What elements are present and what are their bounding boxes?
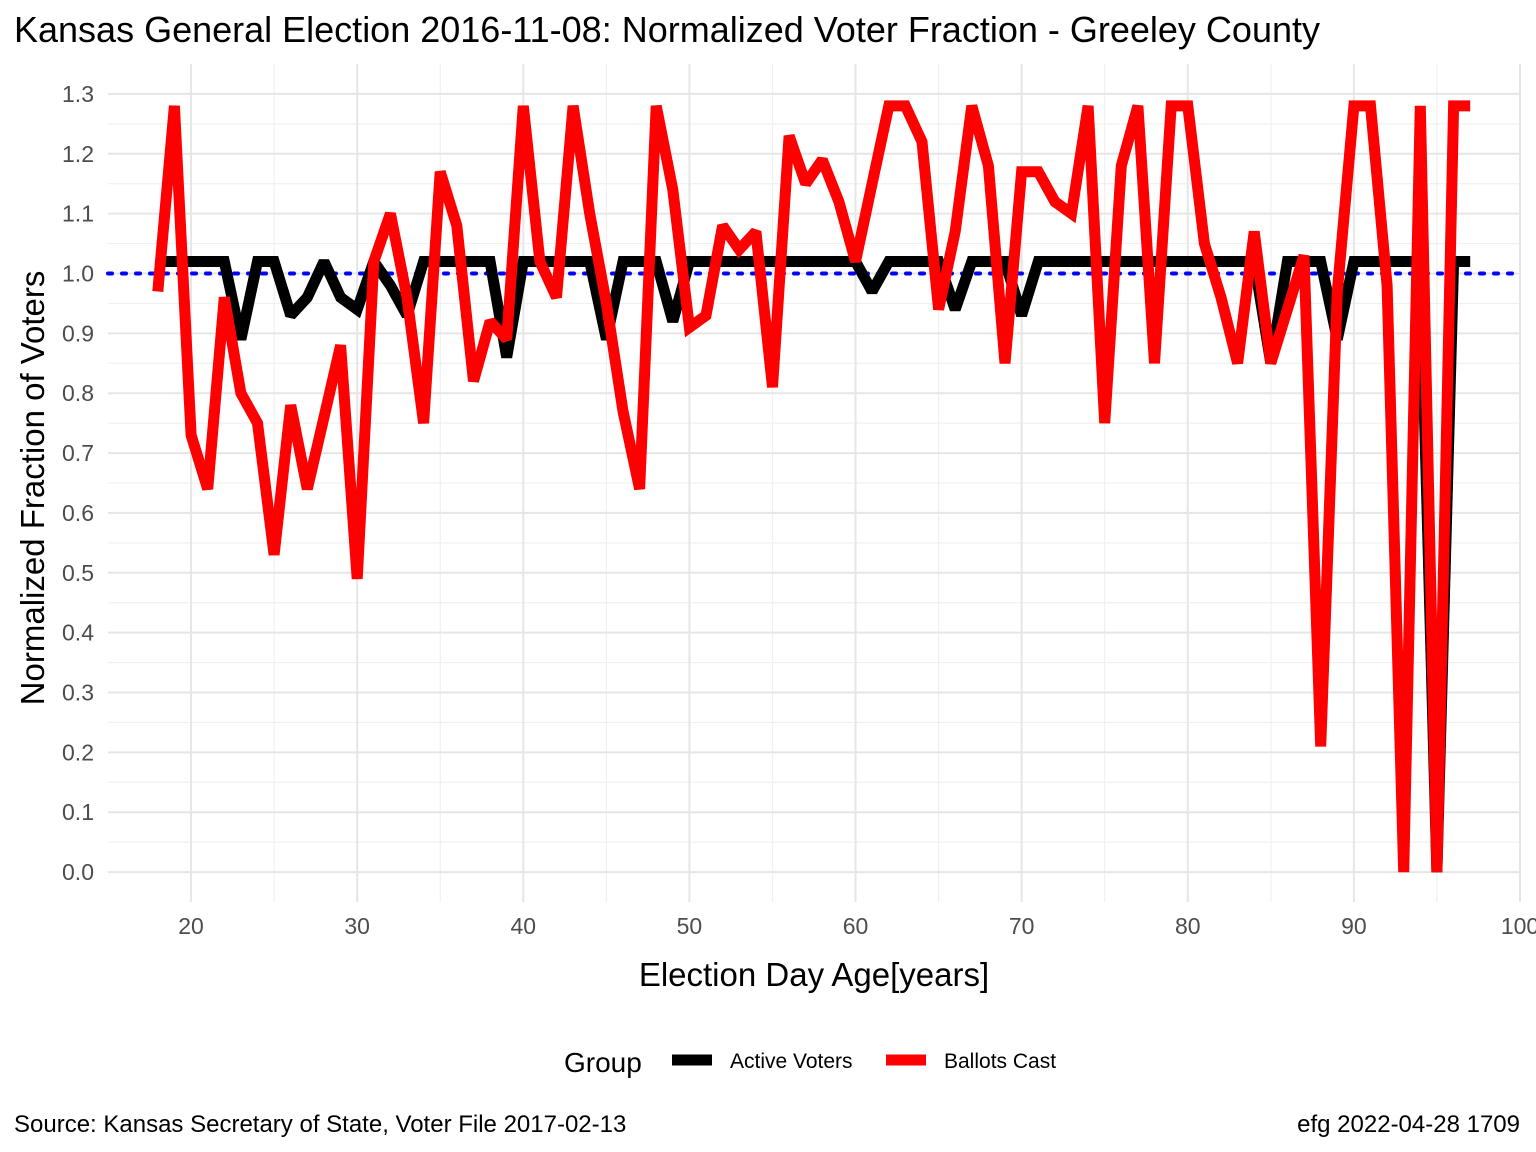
y-tick-label: 0.5 — [62, 560, 94, 586]
legend-items: Active Voters Ballots Cast — [672, 1050, 1056, 1073]
x-tick-label: 20 — [178, 913, 204, 939]
x-tick-label: 40 — [510, 913, 536, 939]
y-tick-label: 0.4 — [62, 620, 94, 646]
x-tick-label: 60 — [843, 913, 869, 939]
grid-major — [108, 64, 1521, 902]
x-tick-label: 30 — [344, 913, 370, 939]
legend-title: Group — [564, 1047, 642, 1078]
y-tick-label: 1.2 — [62, 141, 94, 167]
y-axis-ticks: 0.0 0.1 0.2 0.3 0.4 0.5 0.6 0.7 0.8 0.9 1.0 1.1 1.2 1… — [62, 81, 94, 885]
y-tick-label: 0.1 — [62, 799, 94, 825]
legend-label: Active Voters — [730, 1050, 853, 1073]
x-tick-label: 70 — [1009, 913, 1035, 939]
x-tick-label: 100 — [1501, 913, 1536, 939]
y-tick-label: 1.3 — [62, 81, 94, 107]
x-tick-label: 80 — [1175, 913, 1201, 939]
y-tick-label: 0.6 — [62, 500, 94, 526]
source-note: Source: Kansas Secretary of State, Voter… — [14, 1111, 626, 1138]
y-tick-label: 1.1 — [62, 201, 94, 227]
grid-minor — [108, 64, 1520, 902]
x-axis-ticks: 20 30 40 50 60 70 80 90 100 — [178, 913, 1536, 939]
y-tick-label: 0.9 — [62, 320, 94, 346]
y-tick-label: 0.7 — [62, 440, 94, 466]
legend: Group Active Voters Ballots Cast — [564, 1047, 1056, 1078]
y-tick-label: 1.0 — [62, 261, 94, 287]
series-line-ballots-cast — [152, 100, 1471, 873]
chart-title: Kansas General Election 2016-11-08: Norm… — [14, 9, 1320, 50]
y-axis-label: Normalized Fraction of Voters — [14, 271, 51, 706]
y-tick-label: 0.2 — [62, 739, 94, 765]
series-layer — [152, 100, 1471, 873]
credit-note: efg 2022-04-28 1709 — [1297, 1111, 1520, 1138]
legend-label: Ballots Cast — [944, 1050, 1056, 1073]
x-tick-label: 90 — [1341, 913, 1367, 939]
y-tick-label: 0.3 — [62, 680, 94, 706]
y-tick-label: 0.0 — [62, 859, 94, 885]
x-axis-label: Election Day Age[years] — [639, 956, 989, 993]
x-tick-label: 50 — [677, 913, 703, 939]
y-tick-label: 0.8 — [62, 380, 94, 406]
